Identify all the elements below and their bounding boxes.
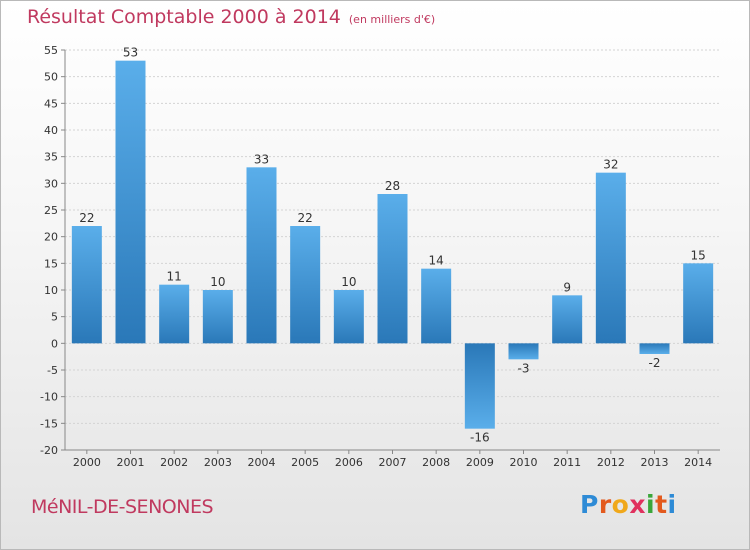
x-tick-label: 2014 (684, 456, 712, 469)
y-tick-label: -20 (40, 444, 58, 457)
y-tick-label: 5 (51, 311, 58, 324)
bar-2008 (421, 268, 452, 344)
x-tick-label: 2011 (553, 456, 581, 469)
bar-2003 (202, 290, 233, 344)
logo-letter: i (646, 490, 656, 519)
data-label-2003: 10 (210, 275, 225, 289)
y-tick-label: 0 (51, 337, 58, 350)
y-tick-label: -5 (47, 364, 58, 377)
x-tick-label: 2008 (422, 456, 450, 469)
bar-2013 (639, 343, 670, 354)
logo-letter: t (655, 490, 668, 519)
town-name: MéNIL-DE-SENONES (31, 496, 214, 518)
y-tick-label: 20 (44, 231, 58, 244)
data-label-2014: 15 (691, 248, 706, 262)
y-tick-label: 15 (44, 257, 58, 270)
data-label-2012: 32 (603, 158, 618, 172)
bar-2001 (115, 60, 146, 344)
data-label-2001: 53 (123, 46, 138, 60)
data-label-2005: 22 (298, 211, 313, 225)
logo-letter: P (580, 490, 599, 519)
title-text: Résultat Comptable 2000 à 2014 (27, 6, 341, 28)
x-tick-label: 2001 (117, 456, 145, 469)
y-tick-label: -15 (40, 417, 58, 430)
y-tick-label: 50 (44, 71, 58, 84)
bar-2011 (552, 295, 583, 344)
data-label-2006: 10 (341, 275, 356, 289)
bar-2006 (333, 290, 364, 344)
y-tick-label: -10 (40, 391, 58, 404)
x-tick-label: 2009 (466, 456, 494, 469)
y-tick-label: 40 (44, 124, 58, 137)
bar-2002 (159, 284, 190, 344)
x-tick-label: 2000 (73, 456, 101, 469)
data-label-2009: -16 (470, 431, 490, 445)
data-label-2004: 33 (254, 152, 269, 166)
x-tick-label: 2003 (204, 456, 232, 469)
data-label-2010: -3 (518, 361, 530, 375)
logo-letter: x (629, 490, 646, 519)
data-label-2000: 22 (79, 211, 94, 225)
data-label-2002: 11 (167, 270, 182, 284)
y-tick-label: 45 (44, 97, 58, 110)
x-tick-label: 2002 (160, 456, 188, 469)
y-tick-label: 55 (44, 44, 58, 57)
x-tick-label: 2005 (291, 456, 319, 469)
bar-2010 (508, 343, 539, 360)
title-unit: (en milliers d'€) (348, 13, 436, 26)
chart-title: Résultat Comptable 2000 à 2014 (en millie… (27, 6, 435, 28)
x-tick-label: 2010 (510, 456, 538, 469)
y-tick-label: 30 (44, 177, 58, 190)
proxiti-logo: Proxiti (580, 490, 677, 519)
bar-2005 (290, 226, 321, 344)
bar-2012 (595, 172, 626, 344)
bar-2007 (377, 194, 408, 344)
x-tick-label: 2006 (335, 456, 363, 469)
logo-letter: r (598, 490, 612, 519)
y-tick-label: 10 (44, 284, 58, 297)
data-label-2007: 28 (385, 179, 400, 193)
bar-2009 (464, 343, 495, 429)
data-label-2013: -2 (649, 356, 661, 370)
data-label-2008: 14 (429, 254, 444, 268)
x-tick-label: 2012 (597, 456, 625, 469)
logo-letter: o (611, 490, 630, 519)
data-label-2011: 9 (563, 280, 571, 294)
bar-2004 (246, 167, 277, 344)
y-tick-label: 35 (44, 151, 58, 164)
x-tick-label: 2007 (379, 456, 407, 469)
bar-2000 (71, 226, 102, 344)
bar-2014 (683, 263, 714, 344)
x-tick-label: 2013 (641, 456, 669, 469)
logo-letter: i (667, 490, 677, 519)
x-tick-label: 2004 (248, 456, 276, 469)
y-tick-label: 25 (44, 204, 58, 217)
